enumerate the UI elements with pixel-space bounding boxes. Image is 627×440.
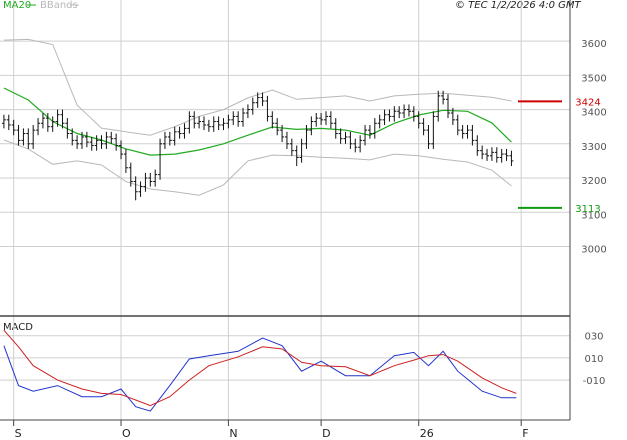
legend-entry: MA20 (3, 0, 31, 11)
plot-background (0, 0, 570, 420)
y-tick-label: 030 (584, 332, 603, 343)
bband-upper (3, 38, 512, 136)
y-tick-label: 3000 (581, 245, 606, 256)
x-tick-label: N (229, 427, 237, 440)
macd-line (3, 329, 517, 407)
x-tick-label: S (15, 427, 22, 440)
ma-line (3, 87, 512, 156)
y-tick-label: -010 (583, 376, 606, 387)
y-tick-label: 3300 (581, 142, 606, 153)
y-tick-label: 3600 (581, 39, 606, 50)
x-tick-label: 26 (420, 427, 434, 440)
x-tick-label: O (122, 427, 131, 440)
macd-line (3, 337, 517, 412)
legend-entry: BBands (40, 0, 78, 11)
x-tick-label: F (522, 427, 528, 440)
y-tick-label: 3500 (581, 73, 606, 84)
source: © TEC 1/2/2026 4:0 GMT (455, 0, 582, 11)
level-label: 3424 (575, 97, 600, 108)
y-tick-label: 010 (584, 354, 603, 365)
y-tick-label: 3100 (581, 210, 606, 221)
y-tick-label: 3400 (581, 108, 606, 119)
y-tick-label: 3200 (581, 176, 606, 187)
bband-lower (3, 139, 512, 196)
level-label: 3113 (575, 204, 600, 215)
x-tick-label: D (322, 427, 330, 440)
panel-title: MACD (3, 322, 33, 333)
